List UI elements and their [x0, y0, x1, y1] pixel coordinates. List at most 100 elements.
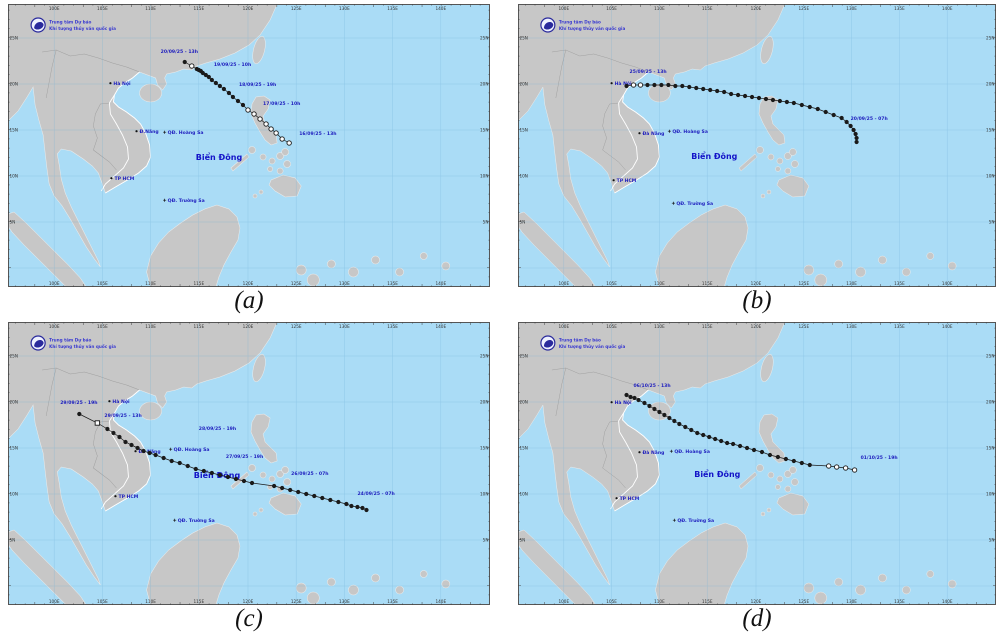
- logo-swirl-icon: [34, 340, 44, 348]
- map-panel-d: 100E 100E 105E 105E 110E 110E 115E 115E 120E 120E…: [518, 322, 996, 605]
- palawan-island: [738, 471, 758, 490]
- borneo-island: [146, 204, 241, 287]
- small-island: [267, 166, 273, 172]
- place-labels: Hà Nội Đà Nẵng QĐ. Hoàng Sa TP HCM QĐ. Trườn…: [610, 399, 714, 524]
- track-point-open: [842, 465, 849, 471]
- axis-labels: 100E 100E 105E 105E 110E 110E 115E 115E 120E 120E…: [10, 324, 489, 604]
- track-date-label: 01/10/25 - 19h: [861, 455, 898, 461]
- track-date-labels: 25/09/25 - 13h 20/09/25 - 07h: [630, 69, 888, 122]
- map-svg: 100E 100E 105E 105E 110E 110E 115E 115E 120E 120E…: [8, 322, 490, 605]
- place-label: Hà Nội: [113, 80, 131, 87]
- track-point-filled: [320, 495, 325, 501]
- small-island: [268, 157, 276, 165]
- track-point-filled: [642, 400, 647, 406]
- taiwan-island: [252, 36, 266, 64]
- lat-label-left: 5N: [519, 219, 525, 224]
- sea-name-label: Biển Đông: [694, 468, 740, 479]
- lon-label-top: 140E: [435, 324, 446, 329]
- track-point-filled: [624, 83, 629, 89]
- lat-label-left: 5N: [10, 220, 16, 225]
- lon-label-bottom: 130E: [339, 599, 350, 604]
- track-point-filled: [200, 70, 205, 76]
- track-point-filled: [209, 77, 214, 83]
- track-point-filled: [659, 82, 664, 88]
- caption-c: (c): [235, 605, 263, 632]
- track-point-filled: [807, 462, 812, 468]
- lon-label-top: 100E: [49, 6, 60, 11]
- lon-label-top: 135E: [387, 6, 398, 11]
- country-borders: [42, 367, 140, 489]
- lon-label-top: 100E: [558, 324, 569, 329]
- track-point-filled: [117, 434, 122, 440]
- lon-label-bottom: 140E: [942, 599, 953, 604]
- track-point-filled: [105, 426, 110, 432]
- country-borders: [551, 367, 649, 489]
- track-date-label: 17/09/25 - 10h: [263, 101, 300, 107]
- lon-label-bottom: 105E: [606, 281, 617, 286]
- lon-label-top: 110E: [654, 6, 665, 11]
- track-point-filled: [141, 448, 146, 454]
- lat-label-right: 25N: [986, 35, 994, 40]
- mindanao-island: [268, 174, 302, 198]
- small-island: [791, 160, 799, 168]
- small-island: [348, 266, 359, 278]
- track-date-label: 26/09/25 - 07h: [291, 471, 328, 477]
- track-point-filled: [767, 452, 773, 458]
- track-point-filled: [851, 127, 856, 133]
- small-island: [306, 273, 320, 287]
- track-point-filled: [815, 106, 820, 112]
- track-point-filled: [225, 474, 231, 480]
- small-island: [834, 577, 843, 587]
- small-island: [784, 167, 792, 175]
- lat-label-left: 20N: [10, 82, 18, 87]
- small-island: [784, 470, 792, 478]
- small-island: [395, 267, 404, 277]
- small-island: [775, 484, 781, 490]
- lat-label-left: 15N: [519, 445, 527, 450]
- small-island: [926, 252, 935, 260]
- map-panel-b: 100E 100E 105E 105E 110E 110E 115E 115E 120E 120E…: [518, 4, 996, 287]
- track-point-open: [637, 82, 644, 88]
- track-point-filled: [230, 94, 236, 100]
- lon-label-top: 135E: [387, 324, 398, 329]
- track-point-filled: [662, 412, 667, 418]
- lon-label-bottom: 125E: [291, 281, 302, 286]
- place-label: QĐ. Hoàng Sa: [168, 129, 204, 136]
- lon-label-bottom: 100E: [49, 599, 60, 604]
- track-point-filled: [240, 102, 246, 108]
- city-dot-icon: [638, 451, 641, 454]
- track-point-filled: [288, 487, 293, 493]
- lon-label-top: 120E: [751, 324, 762, 329]
- track-date-label: 06/10/25 - 13h: [634, 383, 671, 389]
- map-frame: [8, 322, 490, 605]
- lon-label-top: 130E: [339, 6, 350, 11]
- place-label: TP HCM: [617, 178, 637, 184]
- taiwan-island: [760, 354, 774, 382]
- small-island: [902, 585, 911, 595]
- lat-label-right: 15N: [480, 128, 488, 133]
- vietnam-border: [100, 389, 152, 512]
- track-point-filled: [652, 406, 657, 412]
- logo-text-line2: Khí tượng thủy văn quốc gia: [559, 26, 626, 31]
- track-point-filled: [715, 88, 720, 94]
- lat-label-right: 25N: [986, 353, 994, 358]
- small-island: [283, 478, 291, 486]
- small-island: [814, 273, 827, 287]
- palawan-island: [738, 153, 758, 172]
- lat-label-left: 20N: [519, 81, 527, 86]
- lon-label-bottom: 125E: [291, 599, 302, 604]
- place-label: TP HCM: [620, 496, 640, 502]
- place-label: Hà Nội: [615, 399, 632, 406]
- lon-label-top: 140E: [942, 324, 953, 329]
- archipelago-plus-icon: [163, 130, 167, 134]
- lat-label-left: 5N: [10, 538, 16, 543]
- lon-label-top: 120E: [243, 324, 254, 329]
- lon-label-top: 135E: [894, 6, 905, 11]
- taiwan-island: [760, 36, 774, 64]
- small-island: [252, 511, 258, 517]
- track-point-filled: [791, 100, 796, 106]
- small-island: [327, 577, 336, 587]
- track-point-filled: [221, 86, 227, 92]
- lon-label-top: 115E: [193, 6, 204, 11]
- city-dot-icon: [638, 132, 641, 135]
